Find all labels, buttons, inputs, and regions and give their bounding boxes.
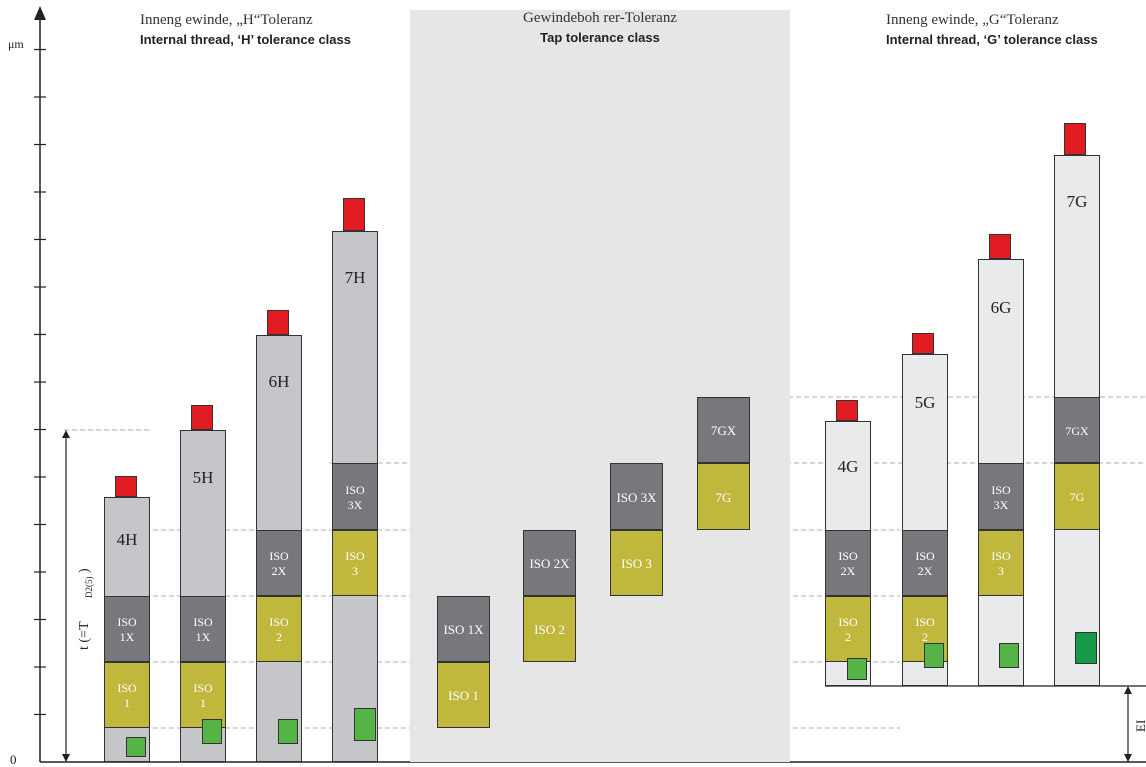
h-bar-4-name: 7H xyxy=(344,268,366,287)
h-bar-3-iso: ISO 2 xyxy=(256,596,302,662)
tap-bar-4-iso-label: 7G xyxy=(715,489,732,505)
t-label: t (=T xyxy=(77,621,92,650)
tap-bar-2-iso: ISO 2 xyxy=(523,596,576,662)
g-header-de: Inneng ewinde, „G“Toleranz xyxy=(886,12,1059,28)
g-bar-1-iso-x-label: ISO 2X xyxy=(838,549,858,578)
g-bar-4-iso-x: 7GX xyxy=(1054,397,1100,463)
h-bar-3-iso-label: ISO 2 xyxy=(269,615,289,644)
h-header-de: Inneng ewinde, „H“Toleranz xyxy=(140,12,313,28)
tap-bar-4-iso-x-label: 7GX xyxy=(710,423,737,438)
h-bar-1-iso-label: ISO 1 xyxy=(117,681,137,710)
h-bar-2-iso-x-label: ISO 1X xyxy=(193,615,213,644)
tap-header-en: Tap tolerance class xyxy=(540,30,660,45)
h-header-en: Internal thread, ‘H’ tolerance class xyxy=(140,32,351,47)
h-bar-4-iso-x-label: ISO 3X xyxy=(345,482,365,512)
h-bar-3-name: 6H xyxy=(268,372,290,391)
unit-label: μm xyxy=(8,37,24,51)
g-bar-2-name: 5G xyxy=(914,393,936,412)
tap-bar-2-iso-x: ISO 2X xyxy=(523,530,576,596)
h-bar-3-iso-x-label: ISO 2X xyxy=(269,549,289,578)
g-bar-1-green-marker xyxy=(847,658,867,680)
g-bar-4-iso-x-label: 7GX xyxy=(1065,423,1089,438)
g-bar-2-green-marker xyxy=(924,643,944,668)
h-bar-2-green-marker xyxy=(202,719,222,744)
g-bar-2-red-marker xyxy=(912,333,934,354)
g-bar-3-red-marker xyxy=(989,234,1011,259)
ei-arrow-head-bottom xyxy=(1124,754,1132,762)
h-bar-2-iso-label: ISO 1 xyxy=(193,681,213,710)
h-bar-3-iso-x: ISO 2X xyxy=(256,530,302,596)
g-bar-1-iso-label: ISO 2 xyxy=(838,615,858,644)
g-bar-1-iso: ISO 2 xyxy=(825,596,871,662)
g-bar-3-iso-label: ISO 3 xyxy=(991,549,1011,578)
tap-bar-2-iso-label: ISO 2 xyxy=(534,622,565,637)
tap-bar-4-iso-x: 7GX xyxy=(697,397,750,463)
t-subscript: D2(5) xyxy=(84,577,94,599)
g-bar-3-iso: ISO 3 xyxy=(978,530,1024,596)
h-bar-2-red-marker xyxy=(191,405,213,430)
h-bar-1-name: 4H xyxy=(116,530,138,549)
t-arrow-head-bottom xyxy=(62,754,70,762)
h-bar-4-iso-x: ISO 3X xyxy=(332,463,378,530)
tap-bar-4-iso: 7G xyxy=(697,463,750,530)
tap-bar-1-iso-x-label: ISO 1X xyxy=(443,622,484,637)
g-bar-3-name: 6G xyxy=(990,298,1012,317)
g-bar-4-name: 7G xyxy=(1066,192,1088,211)
tap-bar-1-iso: ISO 1 xyxy=(437,662,490,728)
g-bar-4-red-marker xyxy=(1064,123,1086,155)
h-bar-4-red-marker xyxy=(343,198,365,231)
g-bar-2-iso-x: ISO 2X xyxy=(902,530,948,596)
h-bar-3-green-marker xyxy=(278,719,298,744)
tap-bar-1-iso-x: ISO 1X xyxy=(437,596,490,662)
h-bar-1-red-marker xyxy=(115,476,137,497)
g-bar-2-iso-label: ISO 2 xyxy=(915,615,935,644)
g-bar-4-iso-label: 7G xyxy=(1069,490,1085,504)
ei-label: EI xyxy=(1133,720,1146,732)
g-bar-3-iso-x: ISO 3X xyxy=(978,463,1024,530)
h-bar-3-red-marker xyxy=(267,310,289,335)
h-bar-4-green-marker xyxy=(354,708,376,741)
tap-bar-3-iso: ISO 3 xyxy=(610,530,663,596)
h-bar-2-iso: ISO 1 xyxy=(180,662,226,728)
h-bar-2-iso-x: ISO 1X xyxy=(180,596,226,662)
h-bar-1-green-marker xyxy=(126,737,146,757)
g-bar-1-name: 4G xyxy=(837,457,859,476)
t-arrow-head-top xyxy=(62,430,70,438)
g-bar-3-green-marker xyxy=(999,643,1019,668)
zero-label: 0 xyxy=(10,752,17,767)
tap-bar-1-iso-label: ISO 1 xyxy=(448,688,479,703)
g-bar-2-iso-x-label: ISO 2X xyxy=(915,549,935,578)
tap-bar-2-iso-x-label: ISO 2X xyxy=(529,556,570,571)
g-bar-4-green-marker xyxy=(1075,632,1097,664)
tap-header-de: Gewindeboh rer-Toleranz xyxy=(523,10,677,26)
tap-bar-3-iso-label: ISO 3 xyxy=(621,556,652,571)
h-bar-4-iso-label: ISO 3 xyxy=(345,549,365,578)
tap-bar-3-iso-x: ISO 3X xyxy=(610,463,663,530)
h-bar-2-name: 5H xyxy=(192,468,214,487)
y-axis-arrowhead xyxy=(34,6,46,20)
g-header-en: Internal thread, ‘G’ tolerance class xyxy=(886,32,1098,47)
tap-bar-3-iso-x-label: ISO 3X xyxy=(616,489,657,505)
g-bar-1-iso-x: ISO 2X xyxy=(825,530,871,596)
h-bar-1-iso: ISO 1 xyxy=(104,662,150,728)
g-bar-1-red-marker xyxy=(836,400,858,421)
t-close: ) xyxy=(77,568,92,573)
g-bar-3-iso-x-label: ISO 3X xyxy=(991,482,1011,512)
g-bar-4-iso: 7G xyxy=(1054,463,1100,530)
ei-arrow-head-top xyxy=(1124,686,1132,694)
h-bar-4-iso: ISO 3 xyxy=(332,530,378,596)
h-bar-1-iso-x-label: ISO 1X xyxy=(117,615,137,644)
h-bar-1-iso-x: ISO 1X xyxy=(104,596,150,662)
